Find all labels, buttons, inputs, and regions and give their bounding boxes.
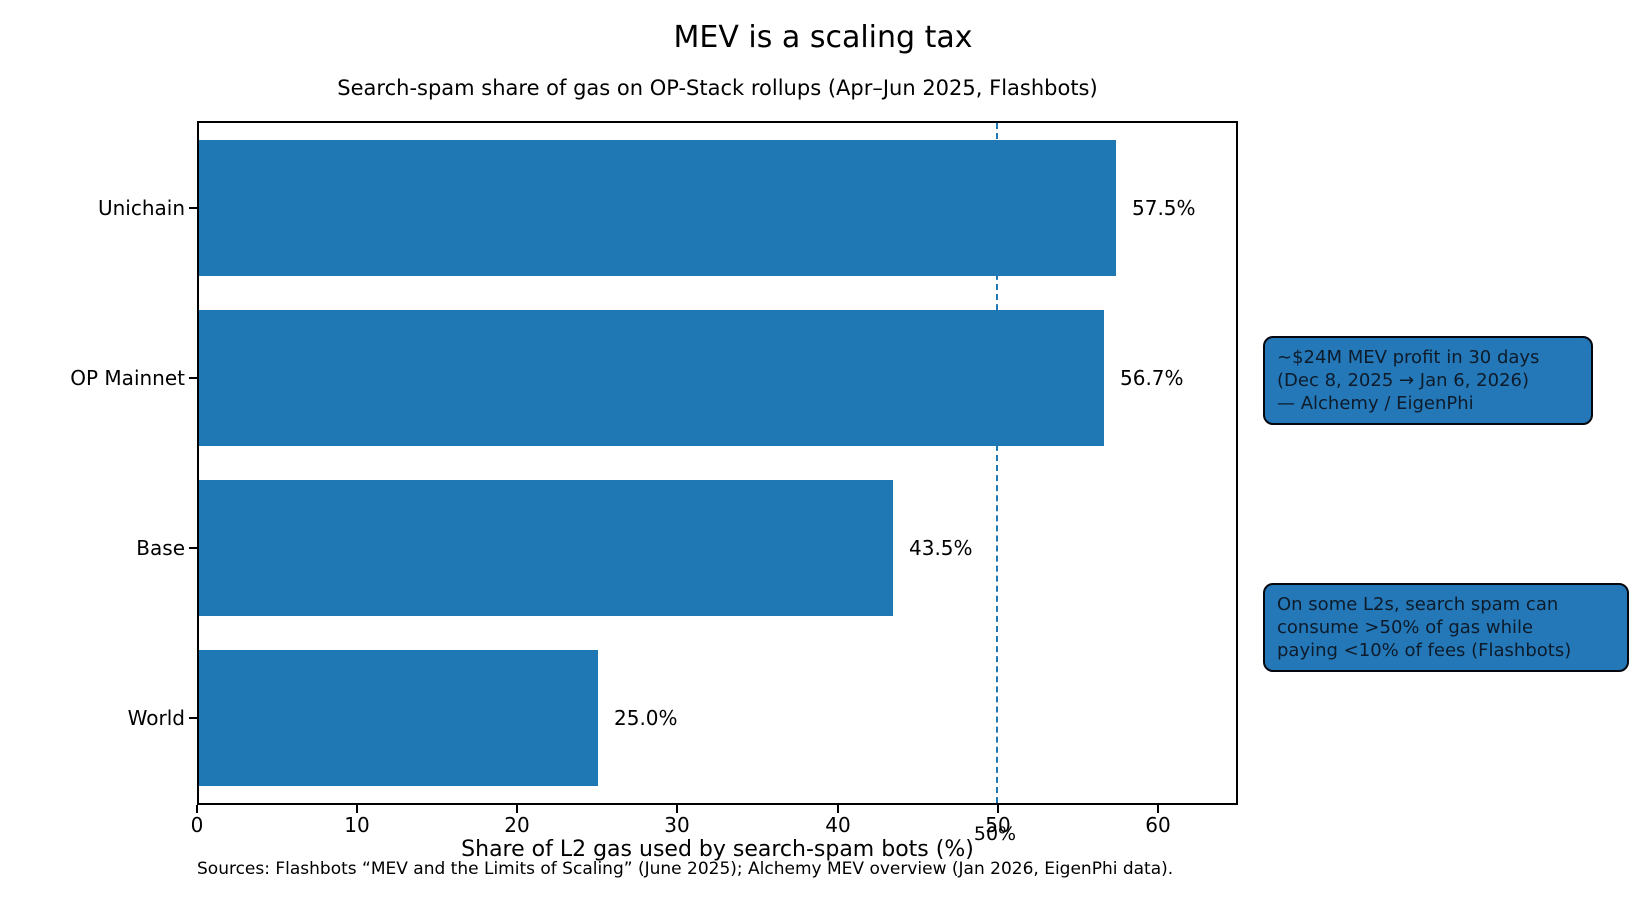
y-tick-mark bbox=[189, 377, 197, 379]
reference-line-label: 50% bbox=[973, 823, 1017, 845]
x-tick-mark bbox=[676, 805, 678, 813]
x-tick-label: 10 bbox=[344, 813, 370, 837]
y-axis-label-world: World bbox=[127, 706, 185, 730]
y-tick-mark bbox=[189, 207, 197, 209]
source-note: Sources: Flashbots “MEV and the Limits o… bbox=[197, 859, 1174, 879]
bar-unichain bbox=[199, 140, 1116, 276]
y-axis-label-base: Base bbox=[136, 536, 185, 560]
x-tick-mark bbox=[997, 805, 999, 813]
annotation-line: paying <10% of fees (Flashbots) bbox=[1277, 640, 1572, 661]
annotation-line: consume >50% of gas while bbox=[1277, 617, 1534, 638]
annotation-line: ~$24M MEV profit in 30 days bbox=[1277, 347, 1540, 368]
bar-op-mainnet bbox=[199, 310, 1104, 446]
bar-value-label: 56.7% bbox=[1120, 366, 1184, 390]
y-tick-mark bbox=[189, 547, 197, 549]
x-tick-label: 30 bbox=[664, 813, 690, 837]
annotation-box-search-spam: On some L2s, search spam can consume >50… bbox=[1263, 583, 1629, 672]
y-axis-label-unichain: Unichain bbox=[97, 196, 185, 220]
bar-world bbox=[199, 650, 598, 786]
x-tick-label: 50 bbox=[985, 813, 1011, 837]
y-axis-label-op-mainnet: OP Mainnet bbox=[70, 366, 185, 390]
annotation-box-mev-profit: ~$24M MEV profit in 30 days (Dec 8, 2025… bbox=[1263, 336, 1593, 425]
bar-value-label: 43.5% bbox=[909, 536, 973, 560]
y-tick-mark bbox=[189, 717, 197, 719]
bar-value-label: 57.5% bbox=[1132, 196, 1196, 220]
annotation-line: (Dec 8, 2025 → Jan 6, 2026) bbox=[1277, 370, 1529, 391]
chart-subtitle: Search-spam share of gas on OP-Stack rol… bbox=[337, 76, 1098, 100]
annotation-line: — Alchemy / EigenPhi bbox=[1277, 393, 1474, 414]
bar-value-label: 25.0% bbox=[614, 706, 678, 730]
x-tick-mark bbox=[516, 805, 518, 813]
annotation-line: On some L2s, search spam can bbox=[1277, 594, 1559, 615]
x-tick-label: 40 bbox=[825, 813, 851, 837]
x-tick-mark bbox=[196, 805, 198, 813]
x-tick-label: 20 bbox=[504, 813, 530, 837]
x-tick-mark bbox=[1157, 805, 1159, 813]
x-tick-mark bbox=[356, 805, 358, 813]
x-tick-label: 0 bbox=[190, 813, 204, 837]
reference-line-50pct bbox=[995, 123, 998, 803]
chart-title: MEV is a scaling tax bbox=[673, 20, 973, 55]
bar-base bbox=[199, 480, 893, 616]
x-tick-label: 60 bbox=[1145, 813, 1171, 837]
x-tick-mark bbox=[837, 805, 839, 813]
x-axis-label: Share of L2 gas used by search-spam bots… bbox=[461, 837, 974, 862]
plot-area bbox=[197, 121, 1238, 805]
